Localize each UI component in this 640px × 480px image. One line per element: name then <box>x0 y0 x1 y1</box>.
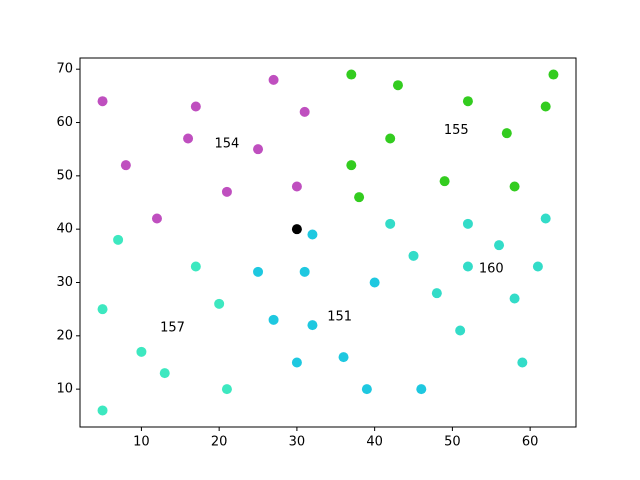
annotation: 160 <box>479 262 504 277</box>
point <box>532 261 543 272</box>
x-tick-label: 40 <box>366 435 383 450</box>
point <box>97 304 108 315</box>
point <box>455 325 466 336</box>
point <box>190 101 201 112</box>
point <box>183 133 194 144</box>
point <box>120 160 131 171</box>
point <box>338 352 349 363</box>
point <box>369 277 380 288</box>
point <box>392 80 403 91</box>
point <box>501 128 512 139</box>
point <box>136 346 147 357</box>
point <box>291 181 302 192</box>
point <box>408 250 419 261</box>
point <box>214 298 225 309</box>
y-tick-label: 30 <box>56 275 73 290</box>
point <box>268 74 279 85</box>
point <box>494 240 505 251</box>
point <box>385 133 396 144</box>
annotation: 154 <box>215 136 240 151</box>
point <box>462 96 473 107</box>
point <box>97 96 108 107</box>
x-tick-label: 20 <box>211 435 228 450</box>
point <box>509 293 520 304</box>
point <box>307 320 318 331</box>
point <box>517 357 528 368</box>
point <box>361 384 372 395</box>
y-tick-label: 50 <box>56 168 73 183</box>
point <box>431 288 442 299</box>
point <box>346 69 357 80</box>
y-tick-label: 20 <box>56 328 73 343</box>
point <box>346 160 357 171</box>
point <box>113 234 124 245</box>
point <box>548 69 559 80</box>
point <box>354 192 365 203</box>
annotation: 151 <box>327 310 352 325</box>
point <box>151 213 162 224</box>
point <box>439 176 450 187</box>
point <box>416 384 427 395</box>
point <box>221 384 232 395</box>
point <box>291 357 302 368</box>
point <box>385 218 396 229</box>
y-tick-label: 60 <box>56 115 73 130</box>
point <box>190 261 201 272</box>
point <box>307 229 318 240</box>
x-tick-label: 30 <box>289 435 306 450</box>
point <box>253 266 264 277</box>
point <box>159 368 170 379</box>
point <box>299 266 310 277</box>
point <box>97 405 108 416</box>
point <box>540 101 551 112</box>
x-tick-label: 60 <box>522 435 539 450</box>
point <box>268 314 279 325</box>
point <box>291 224 302 235</box>
plot-frame <box>79 57 577 428</box>
annotation: 155 <box>444 123 469 138</box>
x-tick-label: 50 <box>444 435 461 450</box>
point <box>299 106 310 117</box>
y-tick-label: 40 <box>56 222 73 237</box>
point <box>462 218 473 229</box>
point <box>462 261 473 272</box>
point <box>540 213 551 224</box>
y-tick-label: 70 <box>56 62 73 77</box>
point <box>509 181 520 192</box>
point <box>221 186 232 197</box>
annotation: 157 <box>160 320 185 335</box>
x-tick-label: 10 <box>133 435 150 450</box>
y-tick-label: 10 <box>56 382 73 397</box>
point <box>253 144 264 155</box>
